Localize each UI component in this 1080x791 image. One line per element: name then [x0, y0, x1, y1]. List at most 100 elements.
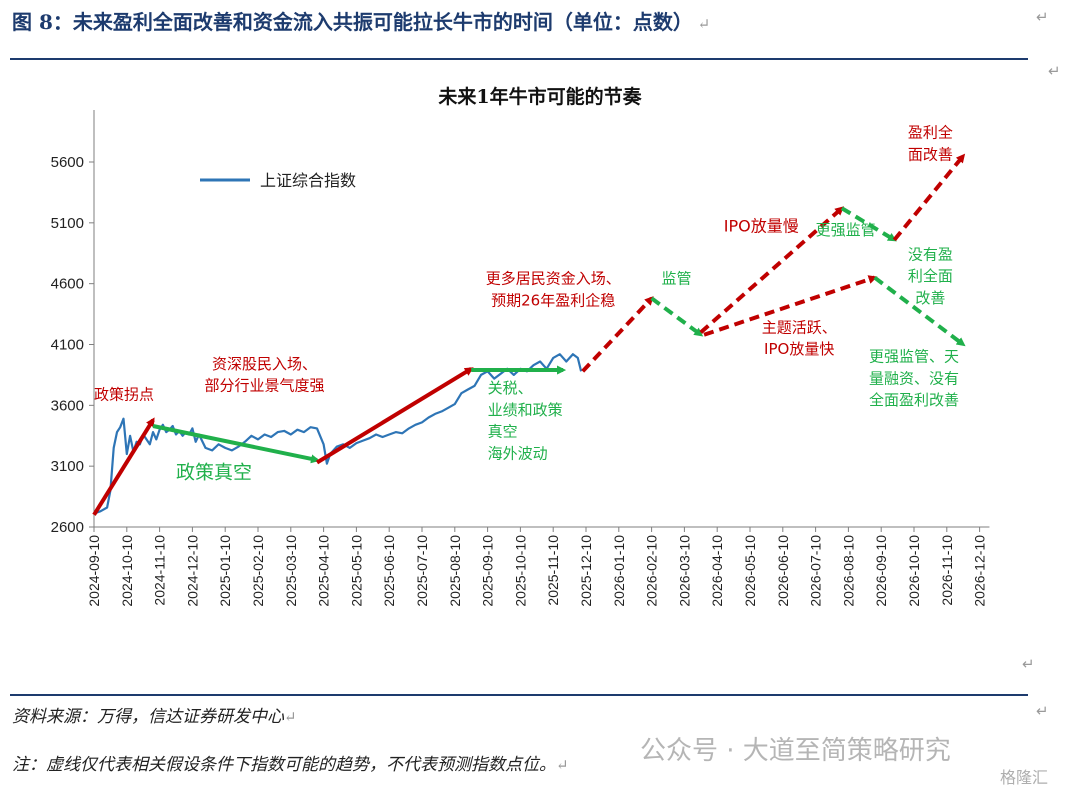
- annotation-line: 政策真空: [176, 461, 252, 483]
- annotation-line: 政策拐点: [94, 385, 154, 403]
- watermark-logo: 格隆汇: [1000, 768, 1049, 787]
- annotation-line: 资深股民入场、: [212, 355, 317, 373]
- annotation: 没有盈利全面改善: [908, 245, 953, 307]
- axes: 2600 3100 3600 4100 4600 5100 5600 2024-09-10 20…: [51, 110, 990, 607]
- annotation: 关税、业绩和政策真空海外波动: [488, 379, 563, 462]
- annotation-line: 量融资、没有: [869, 369, 959, 387]
- solid-red-arrow: [92, 417, 155, 516]
- annotation-line: 全面盈利改善: [869, 391, 959, 409]
- annotation-line: 更强监管: [816, 221, 876, 239]
- footnote: 注：虚线仅代表相关假设条件下指数可能的趋势，不代表预测指数点位。↵: [12, 755, 569, 775]
- x-tick-label: 2025-09-10: [480, 535, 496, 607]
- y-tick-label: 2600: [51, 519, 84, 536]
- x-tick-label: 2024-12-10: [184, 535, 200, 607]
- dashed-green-arrow: [840, 206, 897, 242]
- annotation-line: 预期26年盈利企稳: [491, 291, 615, 309]
- annotation: 更强监管: [816, 221, 876, 239]
- annotation-line: 更强监管、天: [869, 348, 959, 366]
- annotation: 政策真空: [176, 461, 252, 483]
- return-mark-icon: ↵: [1036, 8, 1049, 26]
- figure-title: 图 8：未来盈利全面改善和资金流入共振可能拉长牛市的时间（单位：点数） ↵: [12, 10, 711, 34]
- annotation: 监管: [661, 270, 691, 288]
- annotation-line: 关税、: [488, 379, 533, 397]
- x-tick-label: 2026-10-10: [906, 535, 922, 607]
- legend-label: 上证综合指数: [260, 171, 356, 190]
- legend: 上证综合指数: [200, 171, 356, 190]
- annotation: IPO放量慢: [724, 216, 799, 235]
- x-tick-label: 2026-11-10: [939, 535, 955, 606]
- dashed-red-arrow: [703, 275, 878, 337]
- annotation-line: 主题活跃、: [762, 318, 837, 336]
- x-tick-label: 2025-06-10: [381, 535, 397, 607]
- x-tick-label: 2026-01-10: [611, 535, 627, 607]
- solid-red-arrow: [316, 367, 474, 465]
- dashed-green-arrow: [650, 296, 704, 337]
- annotation-line: 部分行业景气度强: [205, 377, 325, 395]
- return-mark-icon: ↵: [1036, 702, 1049, 720]
- x-tick-label: 2025-05-10: [348, 535, 364, 607]
- return-mark-icon: ↵: [692, 15, 711, 33]
- annotation: 盈利全面改善: [908, 124, 953, 164]
- y-tick-label: 3100: [51, 458, 84, 475]
- watermark: 公众号 · 大道至简策略研究: [640, 736, 951, 766]
- y-tick-label: 3600: [51, 397, 84, 414]
- annotation-line: 真空: [488, 423, 518, 441]
- dashed-red-arrow: [581, 296, 654, 373]
- x-tick-label: 2025-10-10: [512, 535, 528, 607]
- x-tick-label: 2026-05-10: [742, 535, 758, 607]
- x-tick-label: 2024-10-10: [119, 535, 135, 607]
- x-tick-label: 2026-02-10: [644, 535, 660, 607]
- series-line: [93, 353, 583, 515]
- annotation-line: IPO放量慢: [724, 216, 799, 235]
- x-tick-label: 2024-09-10: [86, 535, 102, 607]
- y-tick-label: 4100: [51, 337, 84, 354]
- annotation-line: 监管: [661, 270, 691, 288]
- top-rule: [10, 58, 1028, 60]
- annotation-line: 盈利全: [908, 124, 953, 142]
- x-tick-label: 2026-09-10: [873, 535, 889, 607]
- x-tick-label: 2026-08-10: [840, 535, 856, 607]
- annotation-line: 更多居民资金入场、: [486, 270, 621, 288]
- annotation-line: 海外波动: [488, 444, 548, 462]
- arrow-layer: [92, 153, 966, 516]
- annotation-line: IPO放量快: [764, 340, 834, 358]
- source-note: 资料来源：万得，信达证券研发中心↵: [12, 707, 297, 727]
- x-tick-label: 2025-04-10: [316, 535, 332, 607]
- y-tick-label: 4600: [51, 276, 84, 293]
- annotation: 更多居民资金入场、预期26年盈利企稳: [486, 270, 621, 310]
- x-tick-label: 2026-06-10: [775, 535, 791, 607]
- x-tick-label: 2025-07-10: [414, 535, 430, 607]
- y-tick-label: 5100: [51, 215, 84, 232]
- x-tick-label: 2025-01-10: [217, 535, 233, 607]
- annotation-line: 改善: [915, 289, 945, 307]
- annotation-line: 没有盈: [908, 245, 953, 263]
- annotation: 主题活跃、 IPO放量快: [762, 318, 837, 358]
- x-tick-label: 2026-04-10: [709, 535, 725, 607]
- x-tick-label: 2026-03-10: [676, 535, 692, 607]
- annotation: 政策拐点: [94, 385, 154, 403]
- x-tick-label: 2025-02-10: [250, 535, 266, 607]
- return-mark-icon: ↵: [284, 708, 297, 726]
- x-tick-label: 2025-08-10: [447, 535, 463, 607]
- bottom-rule: [10, 694, 1028, 696]
- dashed-green-arrow: [873, 275, 966, 347]
- solid-green-arrow: [152, 424, 320, 464]
- annotation-line: 业绩和政策: [488, 401, 563, 419]
- annotation-line: 利全面: [908, 267, 953, 285]
- y-tick-label: 5600: [51, 154, 84, 171]
- x-tick-label: 2024-11-10: [152, 535, 168, 606]
- chart: 2600 3100 3600 4100 4600 5100 5600 2024-09-10 20…: [51, 110, 990, 607]
- dashed-red-arrow: [892, 153, 966, 242]
- return-mark-icon: ↵: [1022, 655, 1035, 673]
- annotation: 资深股民入场、部分行业景气度强: [205, 355, 325, 395]
- series-layer: [93, 353, 583, 515]
- return-mark-icon: ↵: [1048, 62, 1061, 80]
- x-tick-label: 2026-12-10: [972, 535, 988, 607]
- x-tick-label: 2025-03-10: [283, 535, 299, 607]
- annotation-line: 面改善: [908, 145, 953, 163]
- return-mark-icon: ↵: [556, 756, 569, 774]
- x-tick-label: 2026-07-10: [808, 535, 824, 607]
- annotation: 更强监管、天量融资、没有全面盈利改善: [869, 348, 959, 410]
- chart-title: 未来1年牛市可能的节奏: [438, 86, 642, 108]
